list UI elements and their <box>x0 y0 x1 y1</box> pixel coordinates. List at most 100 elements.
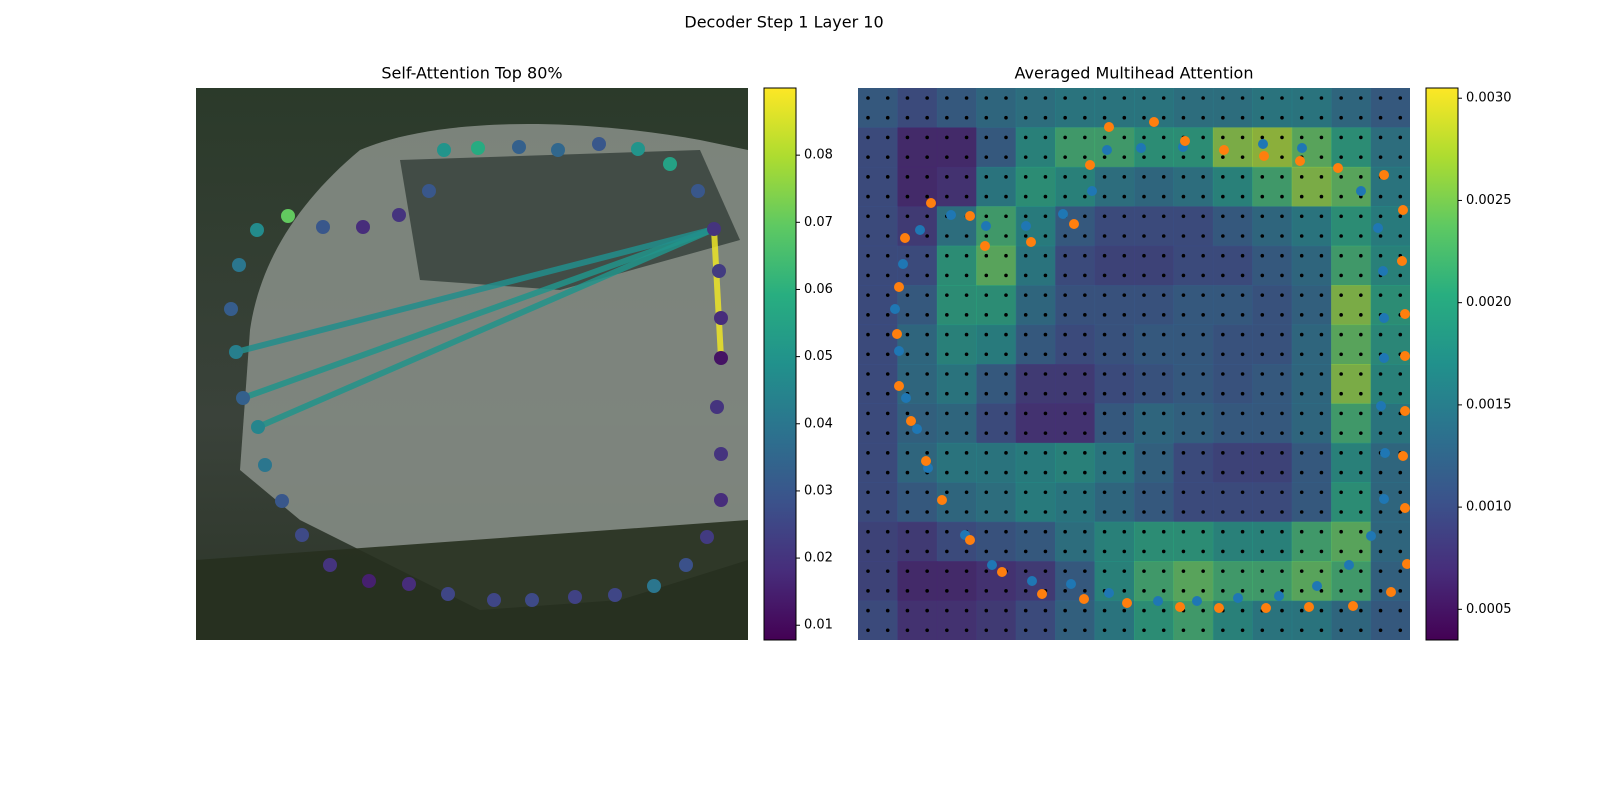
grid-dot <box>1359 175 1363 179</box>
heatmap-cell <box>1212 482 1253 523</box>
heatmap-cell <box>1252 166 1293 207</box>
grid-dot <box>1378 549 1383 554</box>
grid-dot <box>1181 155 1186 159</box>
grid-dot <box>1161 451 1166 455</box>
heatmap-cell <box>1291 206 1332 247</box>
heatmap-cell <box>936 324 977 365</box>
grid-dot <box>1023 155 1028 159</box>
grid-dot <box>1378 391 1383 396</box>
grid-dot <box>1378 510 1383 514</box>
contour-point <box>714 351 728 365</box>
grid-dot <box>1240 293 1245 297</box>
grid-dot <box>1359 628 1363 633</box>
grid-dot <box>866 589 870 593</box>
heatmap-cell <box>1055 403 1096 444</box>
grid-dot <box>1023 352 1028 357</box>
heatmap-cell <box>976 285 1017 326</box>
grid-dot <box>1142 431 1146 435</box>
grid-dot <box>925 234 929 238</box>
heatmap-cell <box>1252 521 1293 562</box>
grid-dot <box>1142 510 1146 514</box>
contour-point <box>236 391 250 405</box>
heatmap-cell <box>1252 442 1293 483</box>
grid-dot <box>1063 569 1067 573</box>
contour-point <box>663 157 677 171</box>
grid-dot <box>925 411 929 416</box>
grid-dot <box>1181 293 1186 297</box>
heatmap-cell <box>1331 364 1372 404</box>
heatmap-cell <box>858 442 898 483</box>
grid-dot <box>1043 391 1048 396</box>
grid-dot <box>885 391 890 396</box>
grid-dot <box>925 510 929 514</box>
grid-dot <box>1043 490 1048 495</box>
grid-dot <box>1122 253 1127 258</box>
contour-point <box>1021 221 1031 231</box>
attention-edge <box>711 226 724 361</box>
grid-dot <box>1319 589 1324 593</box>
heatmap-cell <box>1015 364 1056 404</box>
colorbar-tick-label: 0.07 <box>804 215 833 230</box>
grid-dot <box>1260 313 1265 317</box>
grid-dot <box>1083 608 1087 613</box>
grid-dot <box>1063 253 1067 258</box>
grid-dot <box>1299 391 1304 396</box>
grid-dot <box>1102 628 1107 633</box>
heatmap-cell <box>1055 285 1096 326</box>
contour-point <box>1153 596 1163 606</box>
grid-dot <box>1201 589 1205 593</box>
grid-dot <box>1260 234 1265 238</box>
grid-dot <box>1221 214 1225 219</box>
contour-point <box>251 420 265 434</box>
grid-dot <box>1359 549 1363 554</box>
grid-dot <box>1260 589 1265 593</box>
heatmap-cell <box>1252 364 1293 404</box>
grid-dot <box>1299 411 1304 416</box>
grid-dot <box>1339 510 1343 514</box>
grid-dot <box>1339 332 1343 337</box>
grid-dot <box>1260 431 1265 435</box>
grid-dot <box>866 431 870 435</box>
contour-point <box>1259 151 1269 161</box>
grid-dot <box>1023 135 1028 140</box>
contour-point <box>356 220 370 234</box>
grid-dot <box>1161 549 1166 554</box>
grid-dot <box>1378 589 1383 593</box>
heatmap-cell <box>858 521 898 562</box>
grid-dot <box>1063 391 1067 396</box>
heatmap-cell <box>1291 521 1332 562</box>
heatmap-cell <box>1055 88 1096 128</box>
heatmap-cell <box>1291 285 1332 326</box>
heatmap-cell <box>1252 285 1293 326</box>
grid-dot <box>1063 273 1067 278</box>
panel-title: Self-Attention Top 80% <box>381 64 562 83</box>
grid-dot <box>905 549 910 554</box>
heatmap-cell <box>976 442 1017 483</box>
grid-dot <box>1161 155 1166 159</box>
grid-dot <box>1280 293 1284 297</box>
heatmap-cell <box>1094 285 1135 326</box>
grid-dot <box>1083 96 1087 100</box>
grid-dot <box>866 332 870 337</box>
grid-dot <box>1299 293 1304 297</box>
grid-dot <box>885 214 890 219</box>
heatmap-cell <box>1015 521 1056 562</box>
contour-point <box>1379 353 1389 363</box>
grid-dot <box>1083 549 1087 554</box>
heatmap-cell <box>858 364 898 404</box>
grid-dot <box>1063 510 1067 514</box>
grid-dot <box>885 273 890 278</box>
grid-dot <box>945 490 949 495</box>
grid-dot <box>1280 470 1284 475</box>
grid-dot <box>1339 175 1343 179</box>
contour-point <box>1386 587 1396 597</box>
grid-dot <box>1063 549 1067 554</box>
grid-dot <box>1083 411 1087 416</box>
grid-dot <box>1299 490 1304 495</box>
grid-dot <box>1240 214 1245 219</box>
heatmap-cell <box>1331 245 1372 286</box>
grid-dot <box>984 155 989 159</box>
grid-dot <box>1181 175 1186 179</box>
heatmap-cell <box>1331 403 1372 444</box>
grid-dot <box>1240 332 1245 337</box>
